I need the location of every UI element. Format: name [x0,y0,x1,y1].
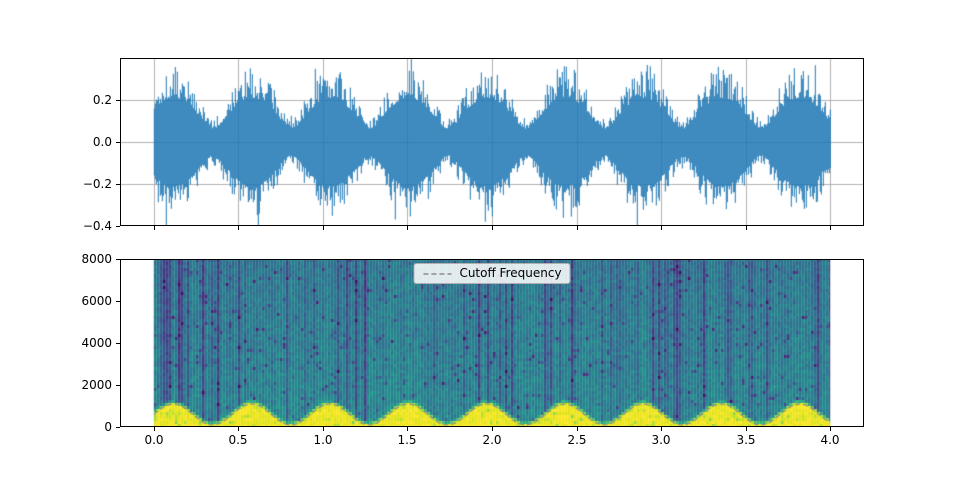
x-tick-mark [154,226,155,230]
x-tick-mark [407,226,408,230]
y-tick-label: 2000 [81,378,112,392]
x-tick-mark [238,427,239,431]
y-tick-label: −0.4 [82,219,112,233]
y-tick-mark [116,226,120,227]
legend-box: Cutoff Frequency [413,263,571,284]
y-tick-label: 6000 [81,294,112,308]
y-tick-mark [116,184,120,185]
x-tick-label: 0.0 [144,433,164,447]
y-tick-label: 0.2 [92,93,112,107]
x-tick-mark [830,427,831,431]
x-tick-mark [830,226,831,230]
x-tick-label: 3.5 [736,433,756,447]
x-tick-label: 1.5 [397,433,417,447]
dashed-line-icon [423,272,452,275]
x-tick-label: 4.0 [820,433,840,447]
x-tick-label: 1.0 [313,433,333,447]
x-tick-label: 3.0 [651,433,671,447]
y-tick-mark [116,259,120,260]
y-tick-label: 8000 [81,252,112,266]
y-tick-mark [116,427,120,428]
y-tick-mark [116,142,120,143]
y-tick-label: 0 [104,420,112,434]
legend-label: Cutoff Frequency [459,266,562,280]
x-tick-mark [323,427,324,431]
x-tick-mark [577,226,578,230]
y-tick-label: 0.0 [92,135,112,149]
y-tick-mark [116,301,120,302]
x-tick-mark [661,226,662,230]
spectrogram-plot-canvas [120,259,864,427]
y-tick-label: −0.2 [82,177,112,191]
x-tick-mark [323,226,324,230]
x-tick-mark [154,427,155,431]
x-tick-mark [238,226,239,230]
x-tick-mark [746,427,747,431]
x-tick-mark [492,226,493,230]
x-tick-label: 2.5 [567,433,587,447]
y-tick-mark [116,100,120,101]
x-tick-mark [746,226,747,230]
x-tick-mark [492,427,493,431]
y-tick-mark [116,343,120,344]
spectrogram-axes: Cutoff Frequency [120,259,864,427]
x-tick-mark [661,427,662,431]
waveform-plot-canvas [120,58,864,226]
x-tick-mark [407,427,408,431]
waveform-axes [120,58,864,226]
x-tick-label: 0.5 [228,433,248,447]
x-tick-label: 2.0 [482,433,502,447]
y-tick-label: 4000 [81,336,112,350]
x-tick-mark [577,427,578,431]
y-tick-mark [116,385,120,386]
